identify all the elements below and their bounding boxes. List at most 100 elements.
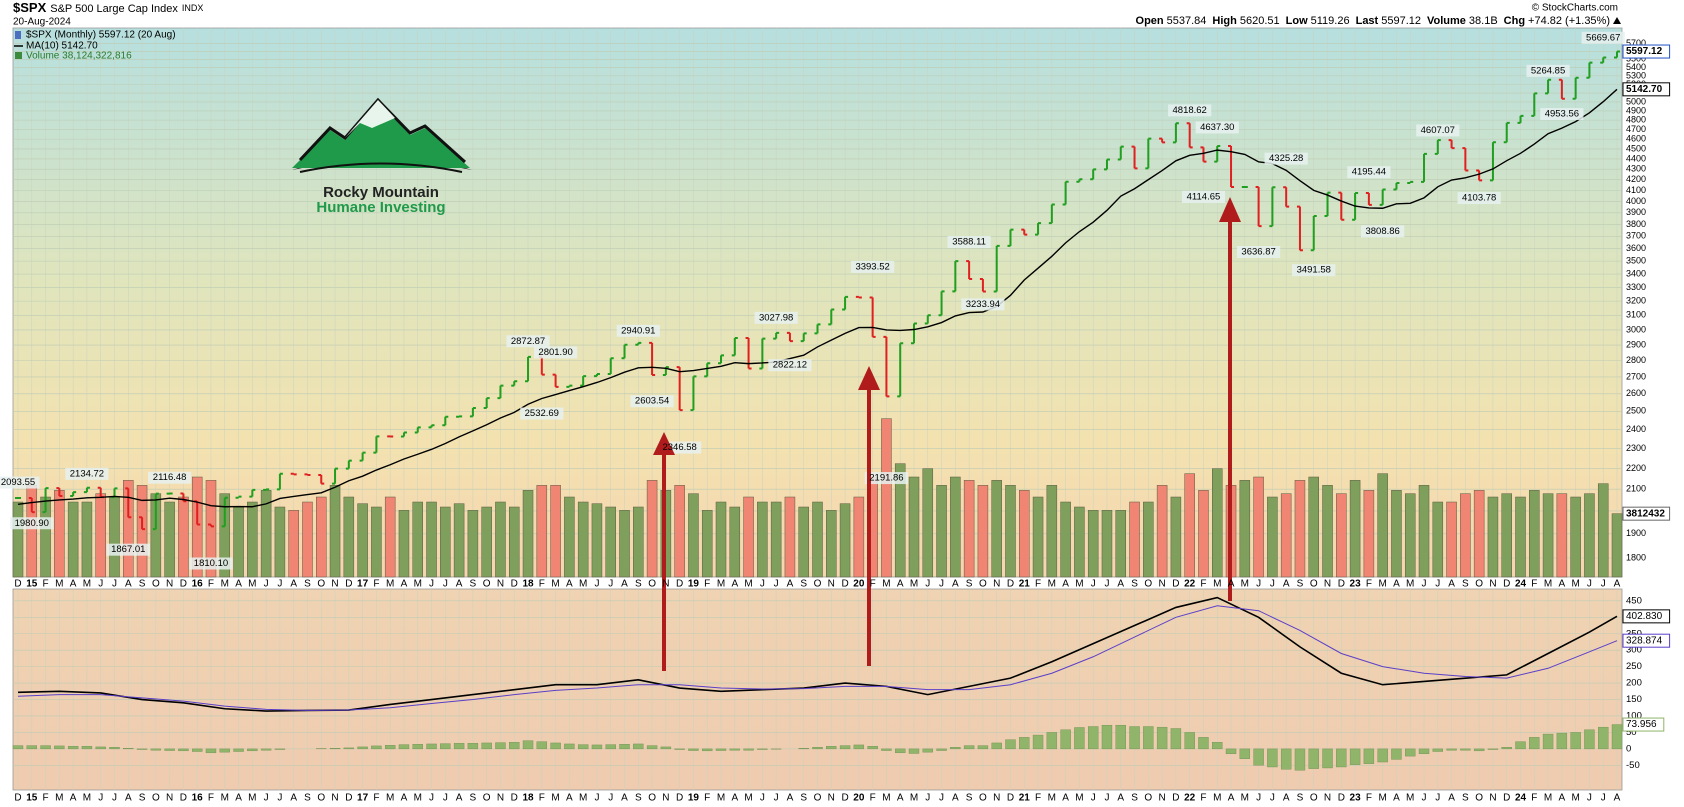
x-tick-label: A — [787, 793, 794, 804]
price-bar — [1462, 147, 1469, 172]
logo: Rocky Mountain Humane Investing — [292, 97, 472, 216]
price-bar — [1558, 78, 1565, 100]
x-tick-label: A — [566, 793, 573, 804]
value-box — [1622, 633, 1671, 648]
x-tick-label: M — [83, 579, 91, 590]
volume-bar — [1087, 510, 1099, 578]
volume-bar — [1060, 501, 1071, 578]
volume-bar — [453, 503, 465, 578]
histogram-bar — [1349, 748, 1361, 765]
x-tick-label: N — [993, 579, 1000, 590]
x-tick-label: M — [1544, 793, 1552, 804]
x-tick-label: M — [910, 579, 918, 590]
volume-bar — [316, 496, 327, 578]
annotation-label: 2801.90 — [538, 347, 572, 358]
price-bar — [1145, 137, 1152, 170]
volume-bar — [826, 510, 837, 578]
volume-bar — [1501, 493, 1512, 578]
x-tick-label: F — [1200, 793, 1206, 804]
x-tick-label: M — [882, 579, 890, 590]
y-tick-label: 5700 — [1626, 38, 1646, 48]
x-tick-label: M — [551, 579, 559, 590]
volume-bar — [688, 493, 699, 578]
x-tick-label: A — [1559, 793, 1566, 804]
x-tick-label: F — [1035, 579, 1041, 590]
ma-line — [17, 88, 1618, 508]
x-tick-label: M — [744, 579, 752, 590]
y-tick-label: 3100 — [1626, 310, 1646, 320]
x-tick-label: S — [1462, 579, 1469, 590]
x-tick-label: M — [414, 579, 422, 590]
x-tick-label: O — [1310, 793, 1318, 804]
price-bar — [414, 426, 421, 434]
x-tick-label: M — [1378, 793, 1386, 804]
histogram-bar — [150, 748, 162, 751]
x-tick-label: J — [925, 793, 930, 804]
x-tick-label: J — [760, 793, 765, 804]
volume-bar — [67, 501, 79, 578]
x-tick-label: O — [317, 579, 325, 590]
volume-bar — [770, 501, 782, 578]
price-bar — [1186, 122, 1193, 149]
volume-bar — [1032, 496, 1044, 578]
quote-label: Last — [1356, 15, 1379, 27]
annotation-box — [1416, 124, 1460, 137]
annotation-box — [1264, 152, 1308, 165]
x-tick-label: A — [1448, 793, 1455, 804]
x-tick-label: M — [386, 793, 394, 804]
price-bar — [676, 366, 683, 412]
histogram-bar — [1087, 726, 1099, 750]
volume-bar — [881, 418, 892, 578]
x-tick-label: O — [483, 793, 491, 804]
quote-label: Open — [1136, 15, 1164, 27]
legend-entry: MA(10) 5142.70 — [26, 41, 98, 52]
quote-value: 5119.26 — [1311, 15, 1350, 27]
volume-bar — [1446, 501, 1457, 578]
histogram-bar — [633, 743, 644, 750]
x-tick-label: M — [551, 793, 559, 804]
volume-bar — [1212, 468, 1223, 578]
x-tick-label: D — [1338, 793, 1345, 804]
x-tick-label: S — [1297, 579, 1304, 590]
volume-bar — [12, 501, 24, 578]
histogram-bar — [1473, 748, 1485, 752]
x-tick-label: M — [248, 793, 256, 804]
annotation-label: 1867.01 — [111, 544, 145, 555]
volume-bar — [274, 506, 286, 578]
value-box — [1622, 609, 1671, 624]
x-tick-label: F — [539, 579, 545, 590]
volume-bar — [467, 510, 479, 578]
x-tick-label: J — [1256, 793, 1261, 804]
exchange: INDX — [182, 3, 204, 13]
price-bar — [1255, 186, 1262, 228]
volume-bar — [1253, 476, 1264, 578]
price-bar — [1296, 205, 1303, 252]
histogram-bar — [274, 748, 286, 750]
volume-bar — [1239, 480, 1251, 578]
annotation-label: 3491.58 — [1297, 265, 1331, 276]
header: $SPX S&P 500 Large Cap Index INDX — [13, 0, 203, 15]
price-bar — [318, 473, 325, 485]
volume-bar — [729, 506, 741, 578]
histogram-bar — [109, 747, 120, 750]
y-tick-label: 5300 — [1626, 70, 1646, 80]
x-tick-label: N — [497, 579, 504, 590]
price-bar — [1062, 180, 1069, 206]
histogram-bar — [1391, 748, 1402, 760]
x-tick-label: A — [1283, 579, 1290, 590]
x-tick-label: N — [828, 579, 835, 590]
x-tick-label: A — [1614, 579, 1621, 590]
value-label: 402.830 — [1626, 611, 1663, 622]
x-tick-label: D — [1503, 579, 1510, 590]
price-bar — [1393, 182, 1400, 191]
x-tick-label: J — [443, 793, 448, 804]
volume-bar — [412, 501, 423, 578]
price-bar — [70, 491, 77, 498]
x-tick-label: O — [979, 579, 987, 590]
histogram-bar — [1418, 748, 1430, 755]
volume-bar — [646, 480, 658, 578]
annotation-label: 3808.86 — [1365, 226, 1399, 237]
histogram-bar — [260, 748, 272, 751]
histogram-bar — [219, 748, 230, 753]
x-tick-label: J — [429, 579, 434, 590]
